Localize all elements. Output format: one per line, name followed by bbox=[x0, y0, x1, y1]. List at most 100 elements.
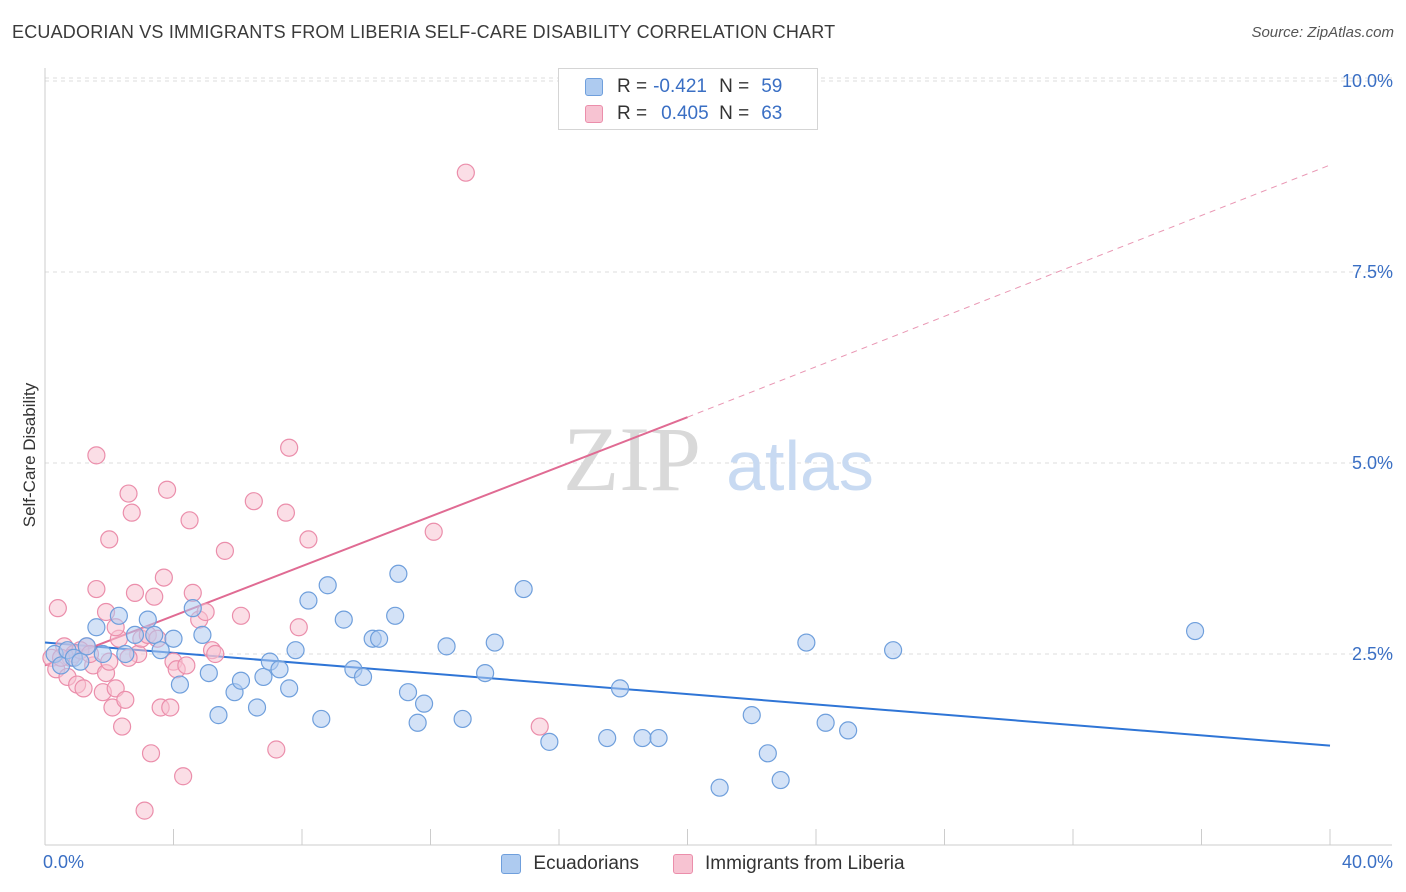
data-point-ecuadorians bbox=[209, 706, 228, 725]
trend-line-ecuadorians bbox=[44, 641, 1331, 747]
data-point-ecuadorians bbox=[414, 694, 434, 713]
legend-label-liberia: Immigrants from Liberia bbox=[705, 853, 905, 874]
data-point-ecuadorians bbox=[771, 770, 790, 790]
data-point-ecuadorians bbox=[514, 579, 533, 599]
data-point-liberia bbox=[100, 530, 119, 549]
data-point-ecuadorians bbox=[710, 778, 729, 797]
data-point-ecuadorians bbox=[389, 564, 408, 583]
legend-n-value: 59 bbox=[761, 76, 783, 97]
data-point-ecuadorians bbox=[125, 625, 145, 645]
legend-item-ecuadorians: Ecuadorians bbox=[501, 853, 639, 875]
data-point-liberia bbox=[145, 587, 164, 606]
trend-line-liberia-extrapolated bbox=[687, 164, 1331, 418]
data-point-liberia bbox=[154, 568, 173, 587]
data-point-ecuadorians bbox=[183, 599, 202, 618]
trend-line-liberia bbox=[44, 416, 688, 667]
data-point-ecuadorians bbox=[797, 633, 816, 652]
chart-title: ECUADORIAN VS IMMIGRANTS FROM LIBERIA SE… bbox=[12, 22, 836, 42]
data-point-liberia bbox=[161, 698, 180, 717]
legend-swatch-pink bbox=[585, 105, 603, 123]
data-point-liberia bbox=[289, 618, 308, 637]
legend-swatch-pink bbox=[673, 854, 694, 874]
data-point-ecuadorians bbox=[742, 706, 761, 725]
data-point-ecuadorians bbox=[318, 576, 337, 595]
data-point-ecuadorians bbox=[334, 610, 353, 629]
legend-item-liberia: Immigrants from Liberia bbox=[673, 853, 905, 875]
legend-label-ecuadorians: Ecuadorians bbox=[533, 853, 640, 874]
data-point-ecuadorians bbox=[231, 671, 251, 690]
y-tick-label: 2.5% bbox=[1352, 644, 1393, 664]
data-point-liberia bbox=[244, 492, 263, 511]
data-point-ecuadorians bbox=[270, 660, 289, 679]
data-point-liberia bbox=[280, 438, 299, 457]
data-point-liberia bbox=[125, 583, 145, 602]
legend-r-label: R = bbox=[617, 76, 648, 97]
data-point-ecuadorians bbox=[109, 606, 128, 625]
data-point-ecuadorians bbox=[476, 663, 495, 683]
data-point-ecuadorians bbox=[145, 625, 164, 645]
data-point-liberia bbox=[424, 522, 443, 541]
data-point-ecuadorians bbox=[138, 610, 157, 629]
data-point-ecuadorians bbox=[170, 675, 190, 694]
data-point-ecuadorians bbox=[254, 667, 273, 687]
data-point-ecuadorians bbox=[151, 641, 170, 660]
data-point-liberia bbox=[122, 503, 141, 522]
data-point-ecuadorians bbox=[540, 732, 559, 751]
data-point-liberia bbox=[267, 740, 286, 759]
data-point-ecuadorians bbox=[193, 625, 212, 645]
data-point-liberia bbox=[180, 511, 199, 530]
correlation-legend: R = -0.421 N = 59 R = 0.405 N = 63 bbox=[558, 68, 818, 130]
data-point-liberia bbox=[116, 690, 135, 709]
data-point-ecuadorians bbox=[353, 667, 373, 687]
legend-row-ecuadorians: R = -0.421 N = 59 bbox=[585, 75, 782, 99]
data-point-ecuadorians bbox=[758, 744, 777, 763]
data-point-liberia bbox=[299, 530, 318, 549]
data-point-ecuadorians bbox=[408, 713, 427, 732]
data-point-ecuadorians bbox=[437, 637, 456, 656]
data-point-liberia bbox=[183, 583, 202, 602]
data-point-ecuadorians bbox=[286, 641, 305, 660]
data-point-ecuadorians bbox=[312, 709, 331, 729]
data-point-liberia bbox=[177, 656, 196, 675]
data-point-ecuadorians bbox=[93, 644, 112, 664]
data-point-ecuadorians bbox=[199, 663, 218, 683]
data-point-liberia bbox=[74, 679, 93, 698]
data-point-ecuadorians bbox=[386, 606, 405, 625]
data-point-liberia bbox=[87, 446, 106, 465]
data-point-ecuadorians bbox=[649, 728, 668, 748]
data-point-ecuadorians bbox=[87, 618, 106, 637]
data-point-ecuadorians bbox=[164, 629, 183, 648]
series-legend: Ecuadorians Immigrants from Liberia bbox=[0, 852, 1406, 876]
y-tick-label: 10.0% bbox=[1342, 71, 1393, 91]
legend-swatch-blue bbox=[585, 78, 603, 96]
watermark-zip: ZIP bbox=[563, 408, 701, 510]
y-tick-label: 7.5% bbox=[1352, 262, 1393, 282]
data-point-liberia bbox=[141, 744, 161, 763]
data-point-liberia bbox=[87, 579, 106, 599]
data-point-liberia bbox=[231, 606, 251, 625]
watermark-atlas: atlas bbox=[726, 427, 874, 505]
data-point-liberia bbox=[157, 480, 177, 499]
data-point-ecuadorians bbox=[610, 679, 630, 698]
data-point-ecuadorians bbox=[485, 633, 504, 652]
data-point-liberia bbox=[112, 717, 132, 736]
legend-row-liberia: R = 0.405 N = 63 bbox=[585, 102, 782, 126]
data-point-ecuadorians bbox=[116, 644, 135, 664]
data-point-ecuadorians bbox=[247, 698, 267, 717]
data-point-ecuadorians bbox=[370, 629, 389, 648]
data-point-ecuadorians bbox=[280, 679, 299, 698]
data-point-ecuadorians bbox=[816, 713, 835, 732]
data-point-liberia bbox=[174, 767, 193, 786]
data-point-liberia bbox=[206, 644, 225, 664]
data-point-liberia bbox=[215, 541, 234, 560]
legend-swatch-blue bbox=[501, 854, 522, 874]
data-point-ecuadorians bbox=[77, 637, 96, 656]
y-tick-label: 5.0% bbox=[1352, 453, 1393, 473]
x-tick-label-max: 40.0% bbox=[1341, 852, 1393, 872]
data-point-liberia bbox=[48, 599, 67, 618]
data-point-ecuadorians bbox=[453, 709, 472, 729]
data-point-liberia bbox=[135, 801, 154, 820]
data-point-ecuadorians bbox=[633, 728, 652, 748]
legend-r-value: 0.405 bbox=[661, 103, 709, 124]
data-point-ecuadorians bbox=[1185, 621, 1205, 641]
